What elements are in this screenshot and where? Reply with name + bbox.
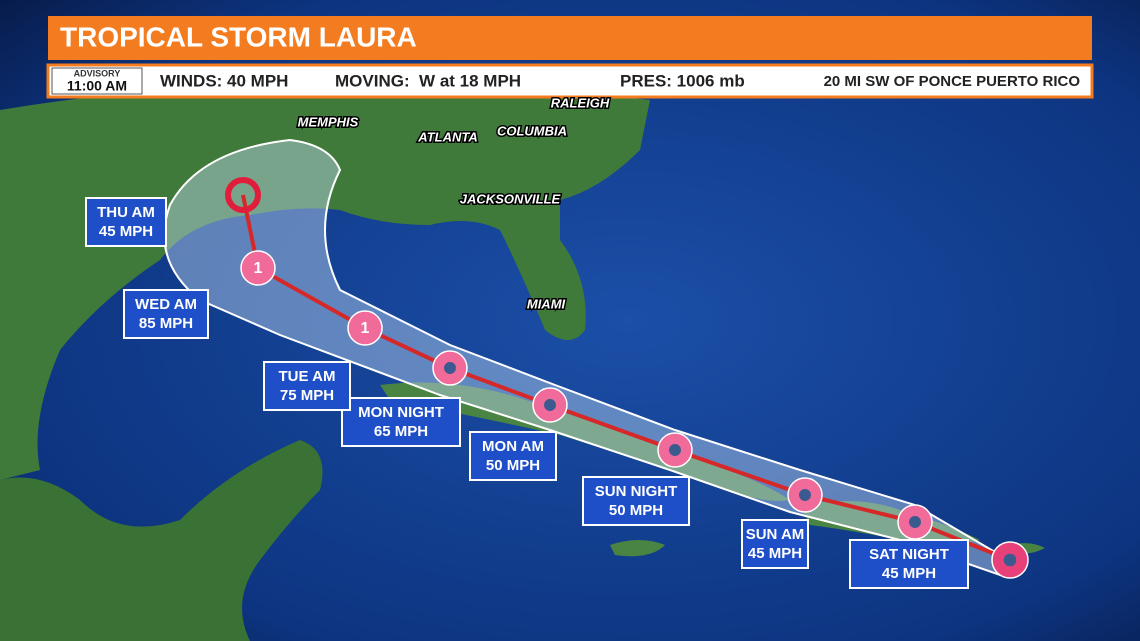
forecast-time: TUE AM bbox=[279, 368, 336, 385]
forecast-box bbox=[469, 431, 557, 481]
info-bar bbox=[46, 63, 1094, 99]
location: 20 MI SW OF PONCE PUERTO RICO bbox=[824, 73, 1081, 90]
forecast-box bbox=[741, 519, 809, 569]
storm-icon-eye bbox=[909, 516, 921, 528]
forecast-time: SAT NIGHT bbox=[869, 546, 949, 563]
central-america-land bbox=[0, 440, 323, 641]
forecast-box bbox=[341, 397, 461, 447]
forecast-intensity: 45 MPH bbox=[882, 565, 936, 582]
forecast-intensity: 45 MPH bbox=[748, 545, 802, 562]
advisory-box bbox=[51, 67, 143, 95]
storm-icon-eye bbox=[444, 362, 456, 374]
forecast-time: WED AM bbox=[135, 296, 197, 313]
category-label: 1 bbox=[254, 260, 263, 277]
forecast-time: MON AM bbox=[482, 438, 544, 455]
hispaniola-land bbox=[800, 501, 980, 545]
hurricane-icon bbox=[240, 250, 276, 286]
winds: WINDS: 40 MPH bbox=[160, 71, 288, 90]
forecast-intensity: 65 MPH bbox=[374, 423, 428, 440]
storm-icon bbox=[225, 177, 261, 213]
city-label: JACKSONVILLE bbox=[460, 191, 561, 206]
forecast-intensity: 50 MPH bbox=[609, 502, 663, 519]
forecast-intensity: 85 MPH bbox=[139, 315, 193, 332]
forecast-box bbox=[582, 476, 690, 526]
pressure: PRES: 1006 mb bbox=[620, 71, 745, 90]
forecast-time: SUN AM bbox=[746, 526, 805, 543]
city-label: MIAMI bbox=[527, 296, 566, 311]
city-label: MEMPHIS bbox=[298, 114, 359, 129]
forecast-intensity: 45 MPH bbox=[99, 223, 153, 240]
category-label: 1 bbox=[361, 320, 370, 337]
forecast-time: THU AM bbox=[97, 204, 155, 221]
current-storm-icon-eye bbox=[1003, 553, 1017, 567]
title: TROPICAL STORM LAURA bbox=[60, 21, 417, 52]
forecast-box bbox=[123, 289, 209, 339]
forecast-box bbox=[85, 197, 167, 247]
forecast-box bbox=[263, 361, 351, 411]
north-america-land bbox=[0, 82, 650, 480]
forecast-time: MON NIGHT bbox=[358, 404, 444, 421]
forecast-intensity: 75 MPH bbox=[280, 387, 334, 404]
forecast-time: SUN NIGHT bbox=[595, 483, 678, 500]
track: SAT NIGHT 45 MPH SUN AM 45 MPH SUN NIGHT 50 M… bbox=[85, 177, 1029, 589]
advisory-label: ADVISORY bbox=[74, 68, 121, 78]
city-label: ATLANTA bbox=[417, 129, 477, 144]
city-label: RALEIGH bbox=[551, 95, 610, 110]
hurricane-icon bbox=[347, 310, 383, 346]
forecast-intensity: 50 MPH bbox=[486, 457, 540, 474]
advisory-time: 11:00 AM bbox=[67, 78, 127, 94]
header-bar bbox=[48, 16, 1092, 60]
storm-icon-eye bbox=[799, 489, 811, 501]
jamaica-land bbox=[610, 540, 665, 557]
moving: MOVING: W at 18 MPH bbox=[335, 71, 521, 90]
storm-icon-eye bbox=[544, 399, 556, 411]
storm-icon-eye bbox=[669, 444, 681, 456]
forecast-box bbox=[849, 539, 969, 589]
city-label: COLUMBIA bbox=[497, 123, 567, 138]
